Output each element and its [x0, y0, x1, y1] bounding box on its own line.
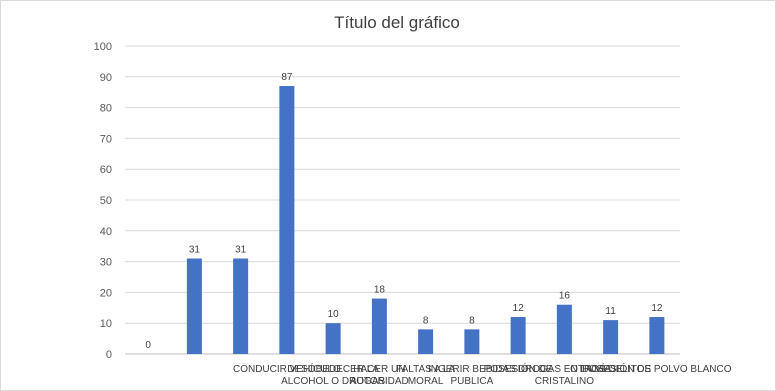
data-label: 16: [559, 291, 571, 302]
category-label: ALCOHOL O DROGAS: [281, 376, 385, 387]
y-tick-label: 30: [100, 257, 112, 269]
bar: [556, 304, 572, 354]
bar: [418, 329, 434, 354]
y-tick-label: 90: [100, 72, 112, 84]
bar: [233, 258, 249, 354]
y-tick-label: 50: [100, 195, 112, 207]
gridlines: [125, 45, 680, 355]
data-label: 31: [235, 245, 247, 256]
bar: [603, 320, 619, 354]
y-tick-label: 60: [100, 164, 112, 176]
bars: [186, 86, 665, 354]
category-label: AUTORIDAD: [350, 376, 409, 387]
bar: [186, 258, 202, 354]
y-tick-label: 20: [100, 287, 112, 299]
category-label: POSESIÓN DE POLVO BLANCO: [582, 362, 732, 375]
y-tick-label: 80: [100, 103, 112, 115]
category-label: OTROS DELITOS: [570, 364, 651, 375]
y-axis-ticks: 0 10 20 30 40 50 60 70 80 90 100: [94, 41, 112, 361]
data-label: 11: [605, 306, 616, 317]
y-tick-label: 70: [100, 133, 112, 145]
chart-title: Título del gráfico: [334, 13, 460, 32]
y-tick-label: 10: [100, 318, 112, 330]
bar: [325, 323, 341, 354]
y-tick-label: 0: [106, 349, 112, 361]
category-label: DESOBEDECER LA: [287, 364, 379, 375]
category-label: CONDUCIR VEHÍCULO: [233, 362, 341, 375]
y-tick-label: 40: [100, 226, 112, 238]
data-label: 12: [651, 303, 663, 314]
category-label: MORAL: [408, 376, 444, 387]
category-label: POSESIÓN DE: [484, 362, 553, 375]
data-label: 0: [145, 340, 151, 351]
data-label: 18: [374, 285, 386, 296]
data-label: 87: [281, 72, 293, 83]
category-label: PUBLICA: [450, 376, 493, 387]
category-label: DROGAS EN LA VÍA: [518, 362, 612, 375]
bar: [649, 317, 665, 354]
category-label: INGERIR BEBIDAS: [428, 364, 516, 375]
data-labels: 0 31 31 87 10 18 8 8 12 16 11 12: [145, 72, 663, 351]
data-label: 8: [423, 315, 429, 326]
data-label: 8: [469, 315, 475, 326]
y-tick-label: 100: [94, 41, 112, 53]
bar: [510, 317, 526, 354]
category-label: CRISTALINO: [535, 376, 594, 387]
bar: [464, 329, 480, 354]
data-label: 10: [328, 309, 340, 320]
bar: [279, 86, 295, 354]
bar: [371, 298, 387, 354]
data-label: 31: [189, 245, 201, 256]
data-label: 12: [513, 303, 525, 314]
category-label: HACER UN: [353, 364, 405, 375]
category-label: FALTAS A LA: [396, 364, 455, 375]
